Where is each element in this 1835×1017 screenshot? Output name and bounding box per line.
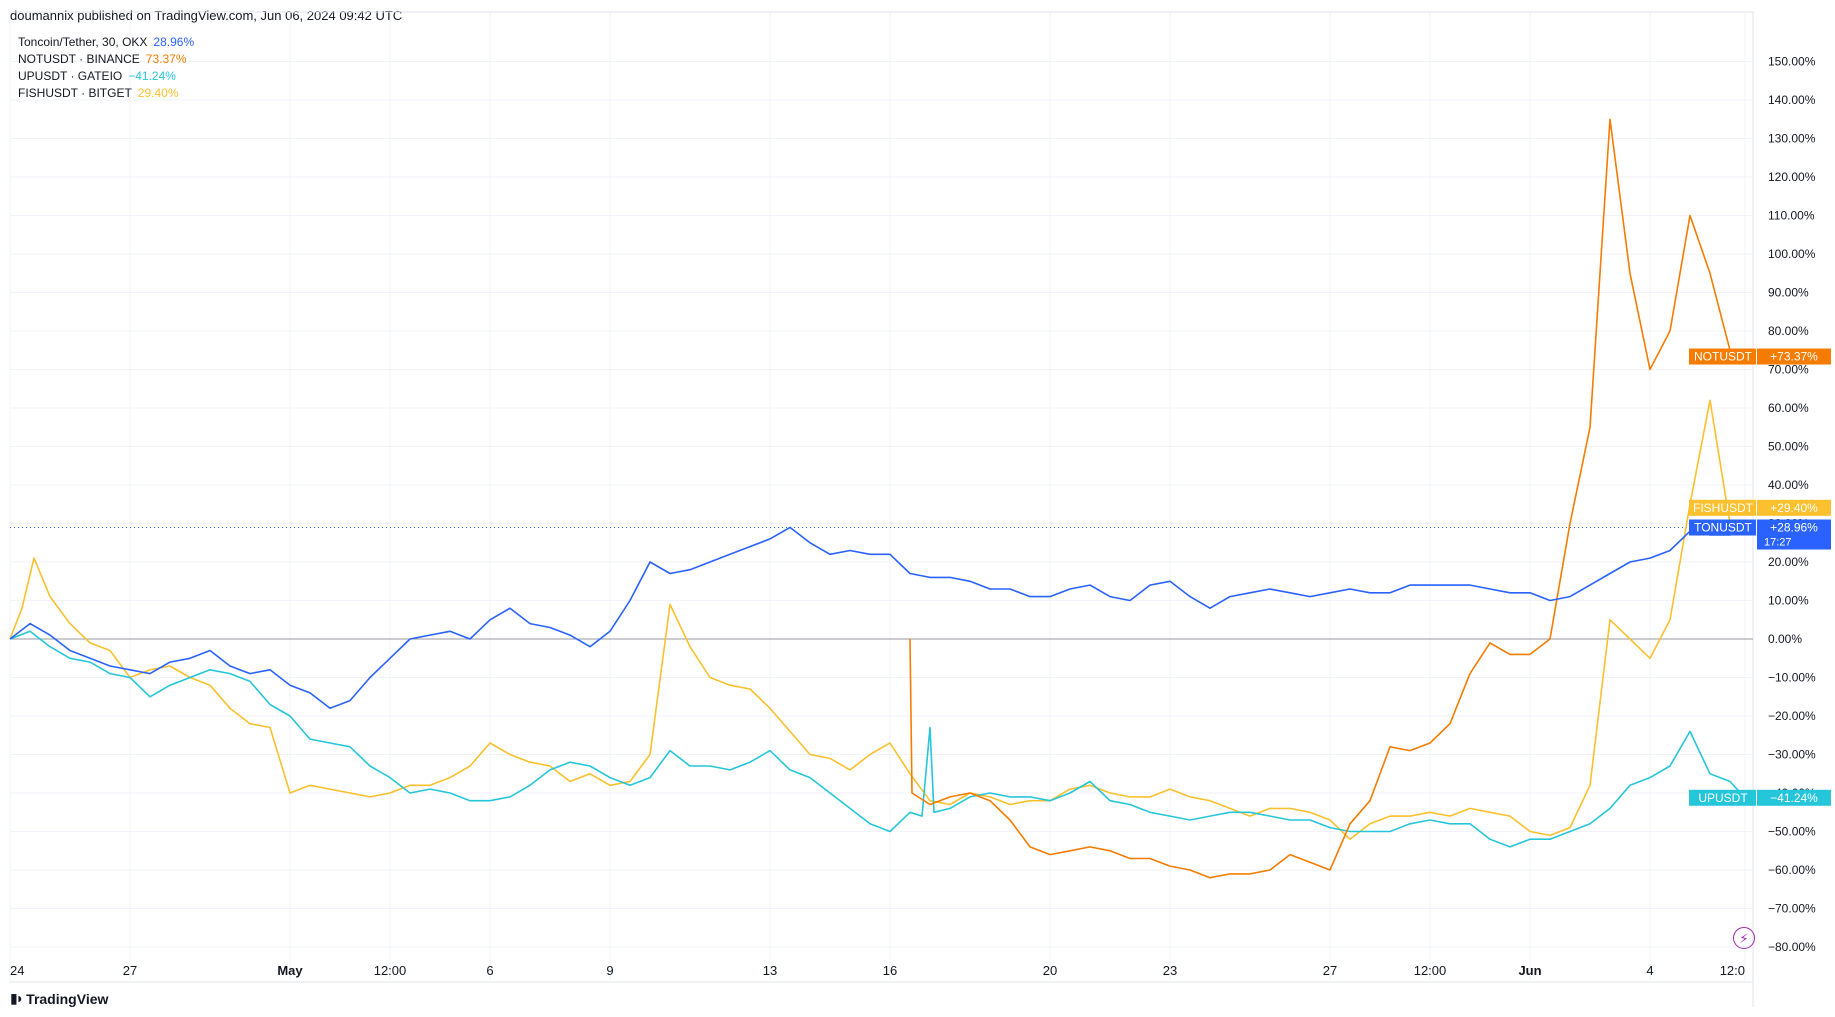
y-tick-label: 120.00% bbox=[1768, 170, 1816, 184]
y-tick-label: 50.00% bbox=[1768, 440, 1809, 454]
y-tick-label: −20.00% bbox=[1768, 709, 1816, 723]
y-tick-label: 60.00% bbox=[1768, 401, 1809, 415]
series-tag-bg bbox=[1689, 348, 1756, 365]
x-tick-label: 6 bbox=[486, 963, 493, 978]
series-line-fishusdt bbox=[9, 399, 1746, 840]
legend-symbol: NOTUSDT · BINANCE bbox=[18, 52, 140, 66]
series-legend: Toncoin/Tether, 30, OKX 28.96% NOTUSDT · … bbox=[18, 34, 194, 102]
series-value-bg bbox=[1757, 499, 1831, 516]
price-label-notusdt: NOTUSDT +73.37% bbox=[1689, 348, 1831, 365]
series-line-notusdt bbox=[909, 118, 1746, 879]
series-tag-name: TONUSDT bbox=[1694, 521, 1752, 535]
legend-change: 29.40% bbox=[137, 86, 179, 100]
legend-symbol: FISHUSDT · BITGET bbox=[18, 86, 132, 100]
legend-item-not[interactable]: NOTUSDT · BINANCE 73.37% bbox=[18, 51, 194, 68]
legend-symbol: Toncoin/Tether, 30, OKX bbox=[18, 35, 148, 49]
y-tick-label: 150.00% bbox=[1768, 55, 1816, 69]
price-label-upusdt: UPUSDT −41.24% bbox=[1689, 789, 1831, 806]
x-tick-label: 4 bbox=[1646, 963, 1653, 978]
x-tick-label: 12:00 bbox=[1414, 963, 1447, 978]
x-tick-label: 23 bbox=[1163, 963, 1177, 978]
legend-change: −41.24% bbox=[128, 69, 176, 83]
y-tick-label: 20.00% bbox=[1768, 555, 1809, 569]
y-tick-label: −80.00% bbox=[1768, 940, 1816, 954]
series-value-bg bbox=[1757, 789, 1831, 806]
lightning-icon[interactable]: ⚡ bbox=[1733, 927, 1755, 949]
tradingview-icon: ▮◗ bbox=[10, 990, 24, 1006]
y-tick-label: −50.00% bbox=[1768, 825, 1816, 839]
y-tick-label: −70.00% bbox=[1768, 902, 1816, 916]
legend-item-ton[interactable]: Toncoin/Tether, 30, OKX 28.96% bbox=[18, 34, 194, 51]
y-tick-label: 130.00% bbox=[1768, 132, 1816, 146]
y-tick-label: −30.00% bbox=[1768, 748, 1816, 762]
x-tick-label: 9 bbox=[606, 963, 613, 978]
series-value-label: +28.96% bbox=[1770, 521, 1818, 535]
series-tag-bg bbox=[1689, 499, 1756, 516]
legend-item-up[interactable]: UPUSDT · GATEIO −41.24% bbox=[18, 68, 194, 85]
y-tick-label: 70.00% bbox=[1768, 363, 1809, 377]
series-value-label: +29.40% bbox=[1770, 501, 1818, 515]
x-tick-label: 12:0 bbox=[1720, 963, 1745, 978]
series-tag-name: FISHUSDT bbox=[1693, 501, 1754, 515]
x-tick-label: May bbox=[277, 963, 303, 978]
x-tick-label: 13 bbox=[763, 963, 777, 978]
series-tag-bg bbox=[1689, 789, 1756, 806]
y-tick-label: 0.00% bbox=[1768, 632, 1802, 646]
series-line-upusdt bbox=[9, 630, 1746, 848]
price-label-tonusdt: TONUSDT +28.96% 17:27 bbox=[1689, 519, 1831, 550]
legend-item-fish[interactable]: FISHUSDT · BITGET 29.40% bbox=[18, 85, 194, 102]
x-tick-label: 27 bbox=[1323, 963, 1337, 978]
y-tick-label: −10.00% bbox=[1768, 671, 1816, 685]
legend-change: 28.96% bbox=[153, 35, 195, 49]
series-countdown-label: 17:27 bbox=[1764, 537, 1792, 549]
legend-change: 73.37% bbox=[145, 52, 187, 66]
y-tick-label: 80.00% bbox=[1768, 324, 1809, 338]
series-line-tonusdt bbox=[9, 526, 1746, 710]
x-tick-label: 12:00 bbox=[374, 963, 407, 978]
legend-symbol: UPUSDT · GATEIO bbox=[18, 69, 123, 83]
y-tick-label: 100.00% bbox=[1768, 247, 1816, 261]
tradingview-logo[interactable]: ▮◗ TradingView bbox=[10, 990, 108, 1007]
x-tick-label: 16 bbox=[883, 963, 897, 978]
x-tick-label: 20 bbox=[1043, 963, 1057, 978]
y-tick-label: 40.00% bbox=[1768, 478, 1809, 492]
y-tick-label: 110.00% bbox=[1768, 209, 1815, 223]
series-value-label: −41.24% bbox=[1770, 791, 1818, 805]
series-value-bg bbox=[1757, 519, 1831, 550]
x-tick-label: Jun bbox=[1518, 963, 1541, 978]
price-label-fishusdt: FISHUSDT +29.40% bbox=[1689, 499, 1831, 516]
series-tag-bg bbox=[1689, 519, 1756, 536]
x-tick-label: 24 bbox=[10, 963, 24, 978]
y-tick-label: 10.00% bbox=[1768, 594, 1809, 608]
series-tag-name: NOTUSDT bbox=[1694, 350, 1753, 364]
plot-frame bbox=[9, 11, 1754, 983]
series-tag-name: UPUSDT bbox=[1698, 791, 1748, 805]
tradingview-brand: TradingView bbox=[26, 990, 109, 1007]
y-tick-label: 90.00% bbox=[1768, 286, 1809, 300]
series-value-label: +73.37% bbox=[1770, 350, 1818, 364]
series-value-bg bbox=[1757, 348, 1831, 365]
y-tick-label: −60.00% bbox=[1768, 863, 1816, 877]
y-tick-label: 140.00% bbox=[1768, 93, 1816, 107]
x-tick-label: 27 bbox=[123, 963, 137, 978]
